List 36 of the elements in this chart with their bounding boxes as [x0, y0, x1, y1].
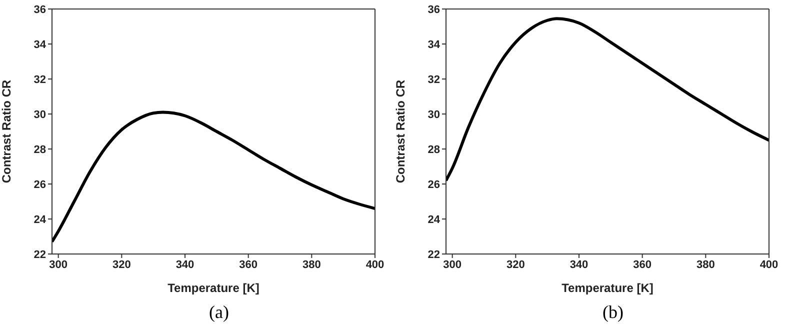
y-tick-label: 24	[34, 214, 47, 226]
x-tick-label: 340	[176, 258, 194, 271]
y-tick-label: 24	[428, 214, 441, 226]
x-tick-label: 320	[506, 258, 525, 271]
x-tick-label: 320	[112, 258, 131, 271]
y-tick-label: 34	[428, 38, 441, 51]
x-tick-label: 400	[366, 258, 384, 271]
text: (a)	[209, 302, 229, 322]
x-tick-label: 300	[443, 258, 462, 271]
y-tick-label: 32	[428, 74, 440, 86]
y-axis-title: Contrast Ratio CR	[0, 80, 14, 184]
x-tick-label: 360	[239, 258, 258, 271]
text: (b)	[602, 302, 624, 322]
x-tick-label: 400	[760, 258, 778, 271]
line-series	[52, 110, 375, 244]
y-tick-label: 30	[428, 108, 440, 121]
y-tick-label: 26	[428, 178, 440, 191]
x-axis-title: Temperature [K]	[168, 281, 260, 295]
y-tick-label: 22	[428, 248, 440, 261]
line-series	[446, 17, 769, 182]
x-axis-title: Temperature [K]	[562, 281, 654, 295]
y-tick-label: 22	[34, 248, 46, 261]
x-tick-label: 300	[49, 258, 68, 271]
y-tick-label: 30	[34, 108, 46, 121]
x-tick-label: 380	[696, 258, 715, 271]
y-tick-label: 36	[34, 4, 46, 16]
y-tick-label: 36	[428, 4, 440, 16]
x-tick-label: 380	[302, 258, 321, 271]
y-tick-label: 28	[428, 144, 440, 156]
x-tick-label: 360	[633, 258, 652, 271]
y-tick-label: 32	[34, 74, 46, 86]
y-tick-label: 34	[34, 38, 47, 51]
y-axis-title: Contrast Ratio CR	[393, 80, 408, 184]
y-tick-label: 28	[34, 144, 46, 156]
x-tick-label: 340	[570, 258, 588, 271]
y-tick-label: 26	[34, 178, 46, 191]
